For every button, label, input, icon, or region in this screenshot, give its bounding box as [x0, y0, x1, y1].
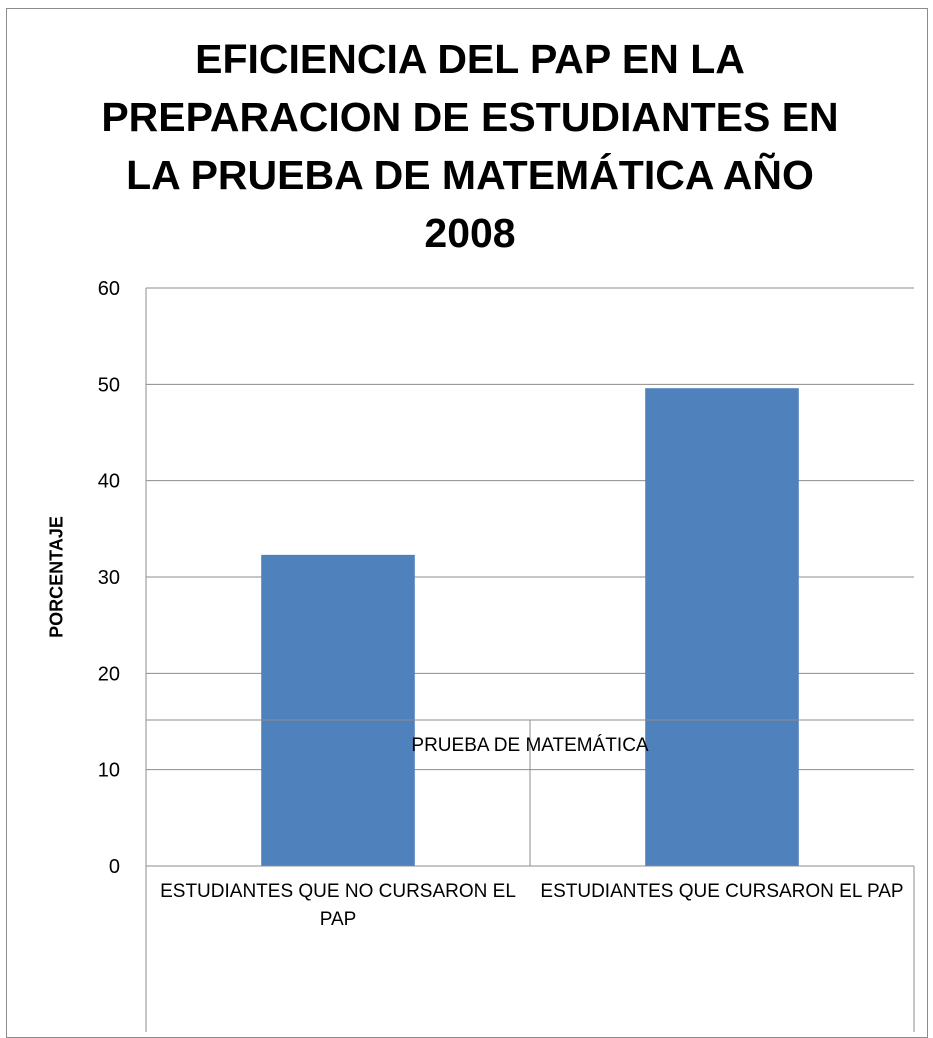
x-axis-title: PRUEBA DE MATEMÁTICA [411, 735, 649, 756]
y-tick-label: 30 [98, 567, 120, 589]
y-tick-label: 0 [109, 856, 120, 878]
bar [261, 554, 415, 866]
y-axis-title: PORCENTAJE [46, 516, 67, 638]
y-tick-label: 50 [98, 374, 120, 396]
y-tick-label: 60 [98, 278, 120, 300]
bar [645, 388, 799, 866]
y-tick-label: 20 [98, 663, 120, 685]
x-tick-label: ESTUDIANTES QUE NO CURSARON EL PAP [160, 881, 516, 930]
y-tick-label: 40 [98, 471, 120, 493]
y-tick-label: 10 [98, 760, 120, 782]
chart-title: EFICIENCIA DEL PAP EN LA PREPARACION DE … [101, 36, 839, 256]
x-tick-label: ESTUDIANTES QUE CURSARON EL PAP [540, 881, 904, 902]
